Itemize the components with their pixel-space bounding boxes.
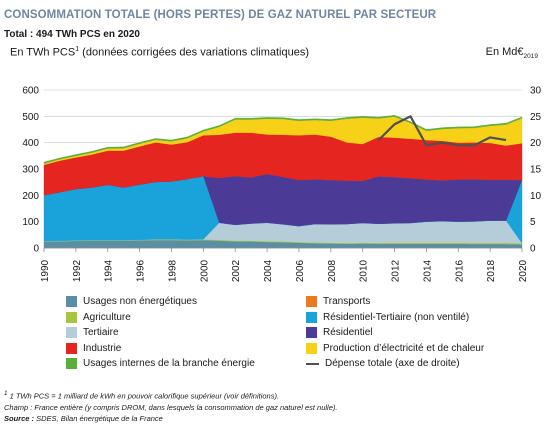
footnote-1-mark: 1 — [4, 390, 8, 397]
y-left-tick-label: 300 — [22, 165, 39, 176]
chart-title: CONSOMMATION TOTALE (HORS PERTES) DE GAZ… — [4, 9, 437, 21]
y-right-tick-label: 15 — [530, 165, 542, 176]
y-right-tick-label: 25 — [530, 112, 542, 123]
x-tick-label: 1998 — [167, 259, 178, 282]
legend-swatch — [306, 296, 317, 307]
legend-swatch — [66, 311, 77, 323]
left-axis-unit-note: (données corrigées des variations climat… — [79, 46, 310, 59]
x-tick-label: 1994 — [104, 259, 115, 282]
x-tick-label: 1992 — [72, 259, 83, 282]
y-right-tick-label: 30 — [530, 86, 542, 97]
line-total-expenditure — [377, 115, 507, 147]
x-tick-label: 2016 — [454, 259, 465, 282]
y-left-tick-label: 500 — [22, 112, 39, 123]
x-tick-label: 1996 — [136, 259, 147, 282]
right-axis-unit-year: 2019 — [523, 53, 538, 61]
y-left-tick-label: 0 — [33, 244, 39, 255]
legend-swatch — [66, 358, 77, 369]
left-axis-unit-text: En TWh PCS — [10, 46, 76, 59]
right-axis-unit: En Md€2019 — [486, 46, 538, 60]
legend-swatch — [66, 342, 77, 354]
area-usages-internes-de-la-branche-energie — [43, 115, 523, 164]
legend-label: Industrie — [83, 342, 122, 354]
y-left-tick-label: 200 — [22, 191, 39, 202]
x-tick-label: 2020 — [518, 259, 529, 282]
x-tick-label: 2002 — [231, 259, 242, 282]
left-axis-unit: En TWh PCS1 (données corrigées des varia… — [10, 46, 309, 59]
x-tick-label: 2000 — [199, 259, 210, 282]
scope-note: Champ : France entière (y compris DROM, … — [4, 402, 338, 412]
y-right-tick-label: 0 — [530, 244, 536, 255]
legend-item: Transports — [306, 296, 370, 307]
y-right-tick-label: 5 — [530, 217, 536, 228]
y-left-tick-label: 400 — [22, 138, 39, 149]
legend-label: Transports — [323, 296, 371, 307]
legend-label: Dépense totale (axe de droite) — [325, 358, 460, 369]
footnotes: 1 1 TWh PCS = 1 milliard de kWh en pouvo… — [4, 388, 337, 424]
legend-item: Agriculture — [66, 311, 131, 323]
x-tick-label: 2014 — [422, 259, 433, 282]
legend-item: Dépense totale (axe de droite) — [306, 358, 460, 369]
stacked-area-chart: 0 0 100 5 200 10 300 15 400 20 500 25 600 30 1990 1992 1… — [22, 86, 541, 283]
x-tick-label: 2006 — [295, 259, 306, 282]
left-axis-unit-footnote-mark: 1 — [75, 46, 80, 53]
x-tick-label: 2018 — [486, 259, 497, 282]
axes: 0 0 100 5 200 10 300 15 400 20 500 25 600 30 1990 1992 1… — [22, 86, 541, 283]
area-series-group — [43, 115, 523, 249]
legend-swatch — [66, 296, 77, 307]
y-left-tick-label: 100 — [22, 217, 39, 228]
x-tick-label: 2008 — [327, 259, 338, 282]
source-note: Source : SDES, Bilan énergétique de la F… — [4, 413, 337, 424]
legend-swatch — [66, 327, 77, 338]
legend-item: Résidentiel-Tertiaire (non ventilé) — [306, 311, 470, 323]
x-tick-label: 2012 — [391, 259, 402, 282]
legend-label: Agriculture — [83, 311, 131, 323]
legend-item: Industrie — [66, 342, 122, 354]
legend-swatch — [306, 311, 317, 323]
legend-label: Résidentiel — [323, 327, 373, 338]
legend-item: Usages internes de la branche énergie — [66, 358, 255, 369]
y-right-tick-label: 10 — [530, 191, 542, 202]
legend-line-swatch — [306, 362, 319, 365]
legend-label: Résidentiel-Tertiaire (non ventilé) — [323, 311, 470, 323]
footnote-1: 1 1 TWh PCS = 1 milliard de kWh en pouvo… — [4, 388, 337, 402]
legend-swatch — [306, 327, 317, 338]
legend-swatch — [306, 342, 317, 354]
right-axis-unit-text: En Md€ — [485, 46, 524, 58]
legend-label: Usages internes de la branche énergie — [83, 358, 255, 369]
legend-item: Production d’électricité et de chaleur — [306, 342, 485, 354]
legend-item: Usages non énergétiques — [66, 296, 197, 307]
footnote-1-text: 1 TWh PCS = 1 milliard de kWh en pouvoir… — [7, 391, 280, 401]
chart-subtitle: Total : 494 TWh PCS en 2020 — [4, 29, 140, 40]
y-right-tick-label: 20 — [530, 138, 542, 149]
legend-item: Résidentiel — [306, 327, 372, 338]
x-tick-label: 2004 — [263, 259, 274, 282]
legend-label: Tertiaire — [83, 327, 119, 338]
x-tick-label: 1990 — [40, 259, 51, 282]
source-text: SDES, Bilan énergétique de la France — [34, 413, 163, 423]
legend-item: Tertiaire — [66, 327, 119, 338]
y-left-tick-label: 600 — [22, 86, 39, 97]
x-tick-label: 2010 — [359, 259, 370, 282]
legend-label: Usages non énergétiques — [83, 296, 197, 307]
source-label: Source : — [4, 413, 35, 423]
legend-label: Production d’électricité et de chaleur — [323, 342, 485, 354]
line-series-group — [377, 115, 507, 147]
